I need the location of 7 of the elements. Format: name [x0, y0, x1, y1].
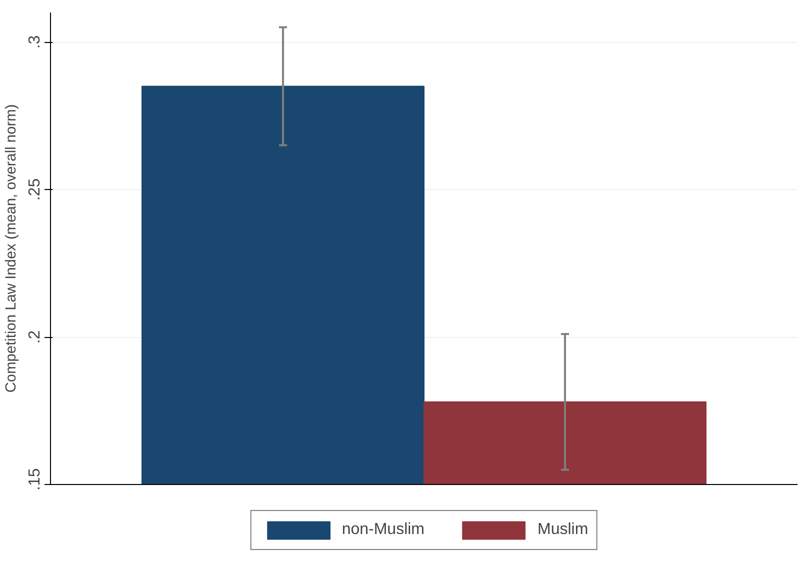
legend-label: non-Muslim: [342, 521, 425, 539]
y-axis-title: Competition Law Index (mean, overall norm): [4, 104, 20, 393]
y-tick-label: .15: [26, 468, 44, 490]
y-tick-label: .3: [26, 35, 44, 49]
y-tick-label: .25: [26, 178, 44, 201]
y-tick-label: .2: [26, 330, 44, 344]
legend-label: Muslim: [538, 521, 588, 539]
